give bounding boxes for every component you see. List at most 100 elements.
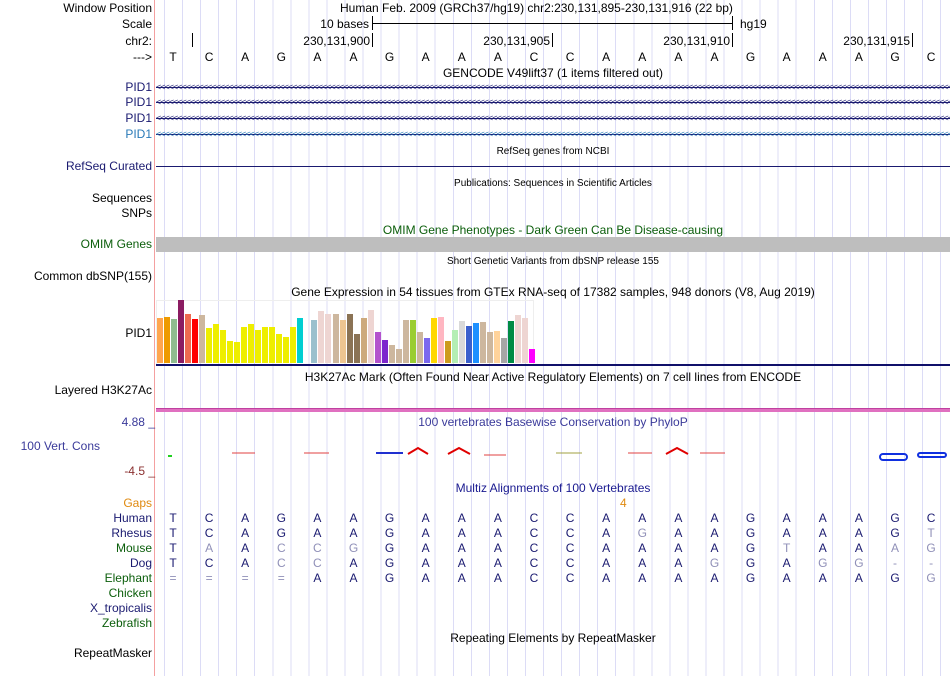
gtex-bar[interactable]: [472, 323, 479, 363]
gtex-bar[interactable]: [465, 325, 472, 363]
omim-gene-bar[interactable]: [156, 237, 950, 252]
dbsnp-label[interactable]: Common dbSNP(155): [33, 269, 152, 283]
gtex-bar[interactable]: [220, 330, 227, 363]
sequences-label[interactable]: Sequences: [91, 191, 152, 205]
gtex-bar[interactable]: [192, 318, 199, 363]
gtex-bar[interactable]: [248, 323, 255, 363]
multiz-title: Multiz Alignments of 100 Vertebrates: [455, 481, 651, 495]
gtex-bar[interactable]: [339, 320, 346, 363]
gtex-bar[interactable]: [157, 318, 163, 363]
gtex-bar[interactable]: [213, 323, 220, 363]
label-divider[interactable]: [154, 0, 155, 676]
species-label[interactable]: Chicken: [108, 586, 152, 600]
gtex-bar[interactable]: [185, 313, 192, 363]
gtex-bar[interactable]: [500, 338, 507, 363]
gtex-bar[interactable]: [444, 340, 451, 363]
gtex-bar[interactable]: [241, 327, 248, 363]
alignment-base: G: [926, 571, 936, 585]
gtex-bar[interactable]: [430, 318, 437, 363]
gtex-bar[interactable]: [290, 327, 297, 363]
gtex-bar[interactable]: [164, 317, 171, 363]
gtex-bar[interactable]: [276, 334, 283, 363]
gene-label-pid1[interactable]: PID1: [125, 111, 152, 125]
gtex-bar[interactable]: [381, 340, 388, 363]
gtex-bar[interactable]: [479, 322, 486, 363]
ruler-tick: [192, 33, 193, 47]
gtex-bar[interactable]: [458, 321, 465, 363]
gene-model-pid1[interactable]: <<<<<<<<<<<<<<<<<<<<<<<<<<<<<<<<<<<<<<<<…: [156, 113, 950, 123]
alignment-base: G: [384, 571, 395, 585]
gtex-bar[interactable]: [409, 320, 416, 363]
gtex-bar[interactable]: [508, 321, 514, 363]
gtex-bar[interactable]: [388, 345, 395, 363]
phylop-min: -4.5 _: [124, 464, 155, 478]
alignment-base: -: [929, 556, 934, 570]
species-label[interactable]: X_tropicalis: [89, 601, 152, 615]
alignment-base: T: [169, 511, 177, 525]
reference-base: A: [602, 50, 611, 64]
gtex-bar[interactable]: [522, 318, 529, 363]
gtex-bar[interactable]: [178, 300, 185, 363]
gene-model-pid1[interactable]: <<<<<<<<<<<<<<<<<<<<<<<<<<<<<<<<<<<<<<<<…: [156, 82, 950, 92]
gtex-bar[interactable]: [367, 310, 374, 363]
gtex-bar[interactable]: [318, 311, 325, 363]
phylop-label[interactable]: 100 Vert. Cons: [20, 439, 100, 453]
gtex-bar[interactable]: [255, 330, 262, 363]
gtex-bar[interactable]: [206, 328, 213, 363]
gtex-bar[interactable]: [493, 330, 500, 363]
alignment-base: =: [277, 571, 285, 585]
alignment-base: A: [493, 556, 502, 570]
species-label[interactable]: Human: [113, 511, 152, 525]
alignment-base: A: [782, 571, 791, 585]
gtex-bar[interactable]: [269, 327, 276, 363]
gtex-bar[interactable]: [395, 349, 402, 363]
gene-label-pid1[interactable]: PID1: [125, 127, 152, 141]
gtex-bar[interactable]: [171, 318, 178, 363]
gene-label-pid1[interactable]: PID1: [125, 95, 152, 109]
gtex-bar[interactable]: [283, 337, 290, 363]
gtex-bar[interactable]: [227, 340, 234, 363]
species-label[interactable]: Mouse: [115, 541, 152, 555]
gene-label-pid1[interactable]: PID1: [125, 80, 152, 94]
gtex-bar[interactable]: [332, 313, 339, 363]
omim-label[interactable]: OMIM Genes: [80, 237, 152, 251]
gene-model-pid1[interactable]: <<<<<<<<<<<<<<<<<<<<<<<<<<<<<<<<<<<<<<<<…: [156, 129, 950, 139]
alignment-base: A: [674, 571, 683, 585]
gtex-bar[interactable]: [234, 342, 241, 363]
gtex-bar[interactable]: [311, 320, 318, 363]
snps-label[interactable]: SNPs: [121, 206, 152, 220]
gtex-bar[interactable]: [297, 318, 304, 363]
gtex-bar[interactable]: [402, 320, 409, 363]
gtex-bar[interactable]: [374, 332, 381, 363]
gtex-bar[interactable]: [325, 313, 332, 363]
alignment-base: A: [313, 571, 322, 585]
species-label[interactable]: Zebrafish: [101, 616, 152, 630]
gtex-bar[interactable]: [262, 327, 269, 363]
species-label[interactable]: Rhesus: [111, 526, 152, 540]
reference-base: A: [493, 50, 502, 64]
gtex-bar[interactable]: [199, 315, 206, 363]
species-label[interactable]: Dog: [129, 556, 152, 570]
alignment-base: A: [818, 511, 827, 525]
alignment-base: A: [602, 556, 611, 570]
phylop-wiggle[interactable]: [0, 440, 950, 465]
gene-model-pid1[interactable]: <<<<<<<<<<<<<<<<<<<<<<<<<<<<<<<<<<<<<<<<…: [156, 97, 950, 107]
gtex-bar[interactable]: [451, 330, 458, 363]
gtex-bar[interactable]: [515, 315, 522, 363]
gtex-bar[interactable]: [529, 349, 536, 363]
repeatmasker-label[interactable]: RepeatMasker: [73, 646, 152, 660]
species-label[interactable]: Elephant: [104, 571, 152, 585]
refseq-label[interactable]: RefSeq Curated: [65, 159, 152, 173]
gtex-bar[interactable]: [360, 318, 367, 363]
gtex-bar[interactable]: [416, 332, 423, 363]
refseq-gene-model[interactable]: [156, 166, 950, 167]
gtex-bar[interactable]: [437, 317, 444, 363]
gtex-bar[interactable]: [346, 313, 353, 363]
gtex-bar[interactable]: [486, 332, 493, 363]
gaps-label[interactable]: Gaps: [123, 496, 152, 510]
gtex-label[interactable]: PID1: [125, 326, 152, 340]
gtex-bar[interactable]: [353, 334, 360, 363]
refseq-title: RefSeq genes from NCBI: [496, 146, 610, 157]
h3k27ac-label[interactable]: Layered H3K27Ac: [54, 383, 152, 397]
gtex-bar[interactable]: [423, 338, 430, 363]
